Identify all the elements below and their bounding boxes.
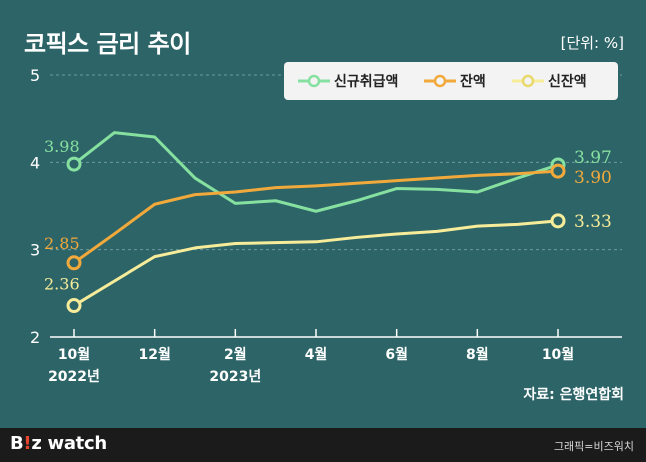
x-tick-label: 10월 xyxy=(542,346,574,363)
series-new-balance-start-label: 2.36 xyxy=(44,275,80,294)
legend-swatch-balance xyxy=(424,74,456,88)
series-new-marker xyxy=(66,156,82,172)
x-tick-label-year: 2023년 xyxy=(209,369,261,385)
legend-item-balance: 잔액 xyxy=(424,62,486,100)
legend-label-new-balance: 신잔액 xyxy=(548,74,587,90)
series-new-balance-line xyxy=(73,219,559,307)
x-tick-label: 10월 xyxy=(58,346,90,363)
series-new-balance-marker xyxy=(550,213,566,229)
y-tick-label: 4 xyxy=(30,153,40,172)
x-tick-label: 8월 xyxy=(466,346,489,363)
series-balance-marker xyxy=(550,163,566,179)
series-new-end-label: 3.97 xyxy=(574,148,612,168)
x-tick-label: 2월 xyxy=(224,346,247,363)
graphic-credit: 그래픽=비즈워치 xyxy=(553,440,634,453)
series-new-balance-marker xyxy=(66,298,82,314)
y-tick-label: 2 xyxy=(30,328,40,347)
y-tick-label: 5 xyxy=(30,66,40,85)
series-balance-start-label: 2.85 xyxy=(44,234,80,253)
series-balance-marker xyxy=(66,255,82,271)
x-tick-label: 4월 xyxy=(305,346,328,363)
legend-swatch-new xyxy=(298,74,330,88)
legend-item-new: 신규취급액 xyxy=(298,62,398,100)
source-note: 자료: 은행연합회 xyxy=(523,387,624,403)
bizwatch-logo: B!z watch xyxy=(10,433,107,454)
x-tick-label: 12월 xyxy=(138,346,170,363)
series-balance-end-label: 3.90 xyxy=(574,168,612,188)
footer-bar: B!z watch 그래픽=비즈워치 xyxy=(0,428,646,462)
y-tick-label: 3 xyxy=(30,241,40,260)
legend-label-balance: 잔액 xyxy=(460,74,486,90)
x-tick-label-year: 2022년 xyxy=(48,369,100,385)
legend-swatch-new-balance xyxy=(512,74,544,88)
legend: 신규취급액 잔액 신잔액 xyxy=(284,62,618,100)
unit-label: [단위: %] xyxy=(560,34,624,52)
legend-label-new: 신규취급액 xyxy=(334,74,399,90)
series-new-start-label: 3.98 xyxy=(44,137,80,156)
line-chart: 2 3 4 5 10월 2022년 12월 2월 2023년 4월 6월 8월 10월 3.98 3.97 2… xyxy=(30,66,622,385)
series-balance-line xyxy=(73,169,559,264)
x-tick-label: 6월 xyxy=(385,346,408,363)
legend-item-new-balance: 신잔액 xyxy=(512,62,587,100)
series-new-line xyxy=(73,131,559,213)
chart-title: 코픽스 금리 추이 xyxy=(24,30,191,58)
series-new-balance-end-label: 3.33 xyxy=(574,212,612,232)
